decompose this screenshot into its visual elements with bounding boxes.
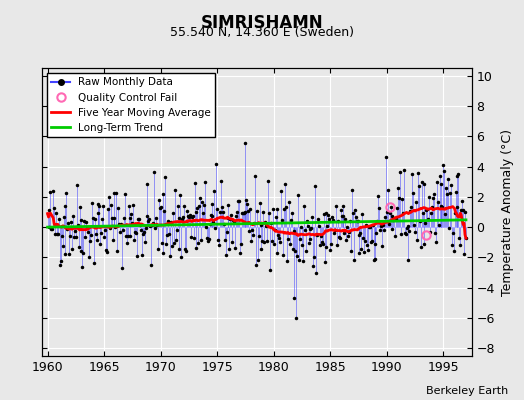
Text: Berkeley Earth: Berkeley Earth <box>426 386 508 396</box>
Text: SIMRISHAMN: SIMRISHAMN <box>201 14 323 32</box>
Legend: Raw Monthly Data, Quality Control Fail, Five Year Moving Average, Long-Term Tren: Raw Monthly Data, Quality Control Fail, … <box>47 73 215 137</box>
Y-axis label: Temperature Anomaly (°C): Temperature Anomaly (°C) <box>500 128 514 296</box>
Text: 55.540 N, 14.360 E (Sweden): 55.540 N, 14.360 E (Sweden) <box>170 26 354 39</box>
